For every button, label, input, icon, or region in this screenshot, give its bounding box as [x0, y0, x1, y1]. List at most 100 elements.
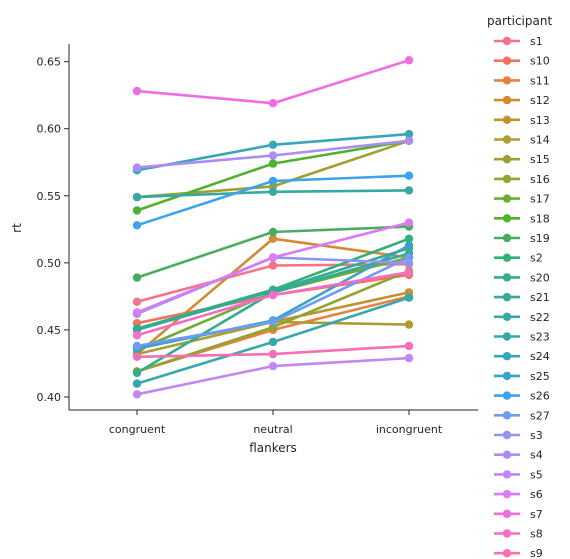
legend-item: s15: [494, 153, 550, 166]
legend-item: s3: [494, 429, 543, 442]
legend-item: s24: [494, 350, 550, 363]
legend-marker: [502, 36, 512, 46]
legend-label: s21: [530, 291, 550, 304]
legend-label: s6: [530, 488, 543, 501]
series-s8: [132, 268, 414, 340]
data-point: [268, 261, 278, 270]
series-s23: [132, 293, 414, 388]
legend-label: s19: [530, 232, 550, 245]
x-ticks: congruent neutral incongruent: [109, 410, 443, 436]
series-s4: [132, 136, 414, 172]
legend-marker: [502, 470, 512, 479]
legend-label: s4: [530, 449, 543, 462]
y-tick-label: 0.55: [37, 190, 62, 203]
data-point: [268, 176, 278, 186]
legend-label: s24: [530, 350, 550, 363]
data-point: [404, 234, 414, 243]
legend-item: s26: [494, 390, 550, 403]
legend-label: s3: [530, 429, 543, 442]
data-point: [268, 151, 278, 160]
data-point: [268, 337, 278, 347]
legend-item: s1: [494, 35, 543, 48]
legend-label: s8: [530, 528, 543, 541]
legend-marker: [502, 450, 512, 459]
data-point: [404, 320, 414, 329]
series-s19: [132, 222, 414, 282]
data-point: [404, 136, 414, 145]
legend-marker: [502, 174, 512, 184]
legend-item: s22: [494, 311, 550, 324]
legend-label: s25: [530, 370, 550, 383]
legend-marker: [502, 529, 512, 538]
legend-item: s19: [494, 232, 550, 245]
legend-label: s17: [530, 193, 550, 206]
series-group: [132, 56, 414, 399]
legend-marker: [502, 155, 512, 164]
legend-item: s12: [494, 94, 550, 107]
legend: participant s1 s10 s11 s12 s13 s14 s15 s16 s17 s1…: [487, 14, 552, 559]
series-s5: [132, 353, 414, 399]
legend-label: s26: [530, 390, 550, 403]
data-point: [268, 349, 278, 359]
series-line: [136, 59, 410, 105]
data-point: [132, 86, 142, 96]
legend-item: s21: [494, 291, 550, 304]
data-point: [404, 218, 414, 227]
legend-label: s15: [530, 153, 550, 166]
data-point: [268, 361, 278, 371]
legend-label: s14: [530, 134, 550, 147]
legend-marker: [502, 233, 512, 243]
legend-marker: [502, 95, 512, 105]
legend-marker: [502, 371, 512, 381]
data-point: [132, 341, 142, 351]
series-line: [136, 139, 410, 212]
series-s9: [132, 341, 414, 361]
data-point: [404, 353, 414, 363]
y-tick-label: 0.40: [37, 391, 62, 404]
legend-item: s23: [494, 331, 550, 344]
legend-label: s5: [530, 468, 543, 481]
legend-item: s17: [494, 193, 550, 206]
legend-item: s27: [494, 409, 550, 422]
series-s6: [132, 218, 414, 317]
legend-label: s2: [530, 252, 543, 265]
y-axis-label: rt: [10, 223, 24, 233]
legend-item: s16: [494, 173, 550, 186]
legend-marker: [502, 273, 512, 282]
legend-label: s23: [530, 331, 550, 344]
legend-marker: [502, 411, 512, 420]
legend-marker: [502, 352, 512, 361]
legend-marker: [502, 253, 512, 262]
legend-label: s18: [530, 212, 550, 225]
legend-label: s7: [530, 508, 543, 521]
legend-item: s6: [494, 488, 543, 501]
data-point: [268, 234, 278, 243]
x-tick-label: congruent: [109, 423, 166, 436]
legend-marker: [502, 509, 512, 518]
legend-marker: [502, 391, 512, 400]
legend-label: s16: [530, 173, 550, 186]
legend-item: s11: [494, 74, 550, 87]
data-point: [404, 341, 414, 351]
data-point: [132, 308, 142, 317]
data-point: [132, 390, 142, 399]
x-tick-label: incongruent: [376, 423, 443, 436]
y-ticks: 0.40 0.45 0.50 0.55 0.60 0.65: [37, 56, 69, 404]
data-point: [132, 379, 142, 388]
data-point: [268, 317, 278, 327]
legend-label: s9: [530, 547, 543, 559]
y-tick-label: 0.50: [37, 257, 62, 270]
legend-marker: [502, 135, 512, 144]
data-point: [132, 163, 142, 172]
legend-label: s27: [530, 409, 550, 422]
legend-item: s7: [494, 508, 543, 521]
legend-item: s25: [494, 370, 550, 383]
legend-item: s2: [494, 252, 543, 265]
series-line: [136, 256, 410, 352]
data-point: [268, 159, 278, 168]
data-point: [404, 56, 414, 65]
data-point: [132, 297, 142, 306]
legend-label: s10: [530, 55, 550, 68]
data-point: [132, 273, 142, 282]
